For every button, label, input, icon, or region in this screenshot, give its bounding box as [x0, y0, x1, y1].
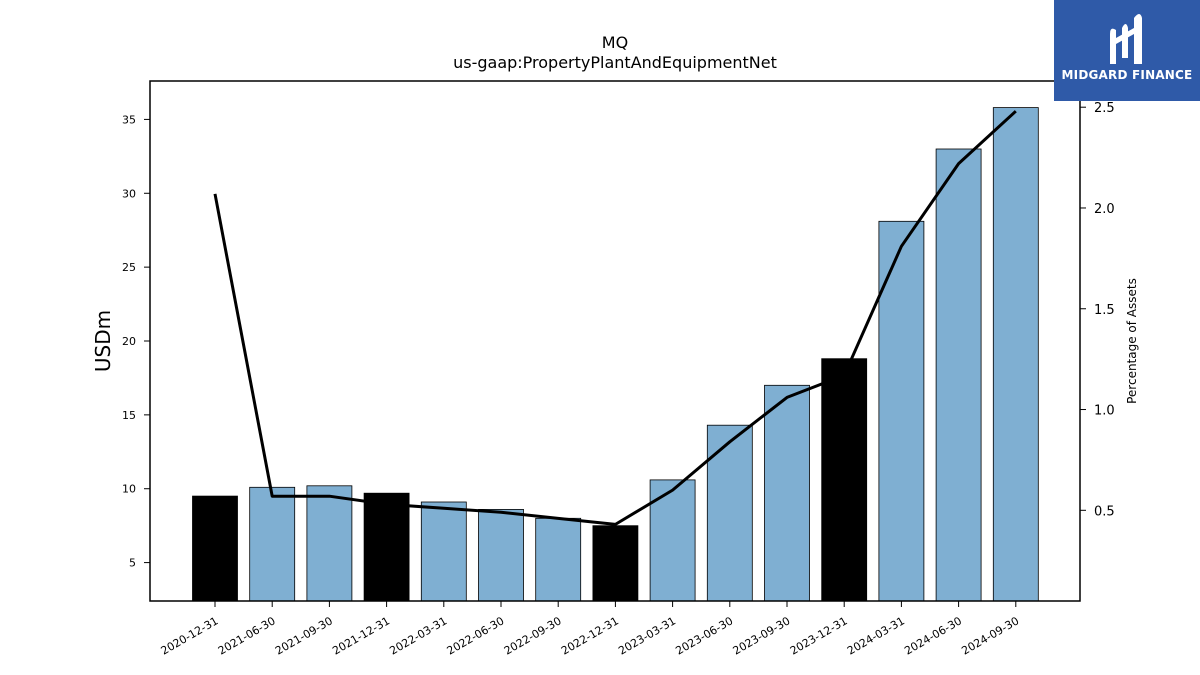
y2-tick-label: 2.0	[1094, 202, 1115, 217]
x-tick-label: 2023-09-30	[731, 614, 793, 657]
bar-2023-06-30	[706, 424, 753, 602]
x-axis: 2020-12-312021-06-302021-09-302021-12-31…	[159, 601, 1021, 658]
series-line	[213, 110, 1017, 526]
x-tick-label: 2023-06-30	[673, 614, 735, 657]
bar-2023-12-31	[821, 358, 868, 602]
y-tick-label: 35	[122, 113, 136, 126]
x-tick-label: 2020-12-31	[159, 614, 221, 657]
bar-2022-03-31	[420, 501, 467, 602]
y2-tick-label: 1.5	[1094, 303, 1115, 318]
bar-2021-06-30	[249, 486, 296, 602]
y2-axis-label: Percentage of Assets	[1125, 278, 1139, 404]
x-tick-label: 2021-06-30	[216, 614, 278, 657]
bar-2022-09-30	[535, 517, 582, 602]
x-tick-label: 2024-03-31	[845, 614, 907, 657]
y2-tick-label: 0.5	[1094, 504, 1115, 519]
y-tick-label: 15	[122, 409, 136, 422]
x-tick-label: 2021-12-31	[330, 614, 392, 657]
x-tick-label: 2022-09-30	[502, 614, 564, 657]
line-group	[213, 110, 1017, 526]
chart-title: MQ	[602, 33, 628, 52]
brand-logo: MIDGARD FINANCE	[1054, 0, 1200, 101]
plot-frame	[149, 80, 1081, 602]
bar-2021-09-30	[306, 485, 353, 602]
bar-2024-03-31	[878, 220, 925, 602]
logo-text: MIDGARD FINANCE	[1061, 68, 1193, 82]
bar-2024-09-30	[992, 107, 1039, 602]
x-tick-label: 2023-03-31	[616, 614, 678, 657]
x-tick-label: 2022-03-31	[387, 614, 449, 657]
y-axis-left: 5 10 15 20 25 30 35	[122, 113, 150, 570]
y2-tick-label: 1.0	[1094, 404, 1115, 419]
x-tick-label: 2024-09-30	[959, 614, 1021, 657]
bar-2022-06-30	[478, 508, 524, 602]
x-tick-label: 2021-09-30	[273, 614, 335, 657]
chart-subtitle: us-gaap:PropertyPlantAndEquipmentNet	[453, 53, 777, 72]
x-tick-label: 2024-06-30	[902, 614, 964, 657]
y-tick-label: 5	[129, 557, 136, 570]
x-tick-label: 2023-12-31	[788, 614, 850, 657]
x-tick-label: 2022-12-31	[559, 614, 621, 657]
bars-group	[192, 107, 1039, 602]
y2-tick-label: 2.5	[1094, 101, 1115, 116]
bar-2020-12-31	[192, 495, 238, 602]
y-tick-label: 20	[122, 335, 136, 348]
bar-2022-12-31	[592, 525, 639, 602]
bar-2024-06-30	[935, 148, 982, 602]
y-axis-label: USDm	[91, 310, 115, 372]
y-tick-label: 30	[122, 187, 136, 200]
logo-mark-icon	[1110, 14, 1142, 65]
bar-2023-09-30	[764, 384, 810, 602]
y-axis-right: 0.5 1.0 1.5 2.0 2.5	[1080, 101, 1115, 519]
y-tick-label: 25	[122, 261, 136, 274]
x-tick-label: 2022-06-30	[445, 614, 507, 657]
y-tick-label: 10	[122, 483, 136, 496]
bar-2021-12-31	[363, 492, 410, 602]
